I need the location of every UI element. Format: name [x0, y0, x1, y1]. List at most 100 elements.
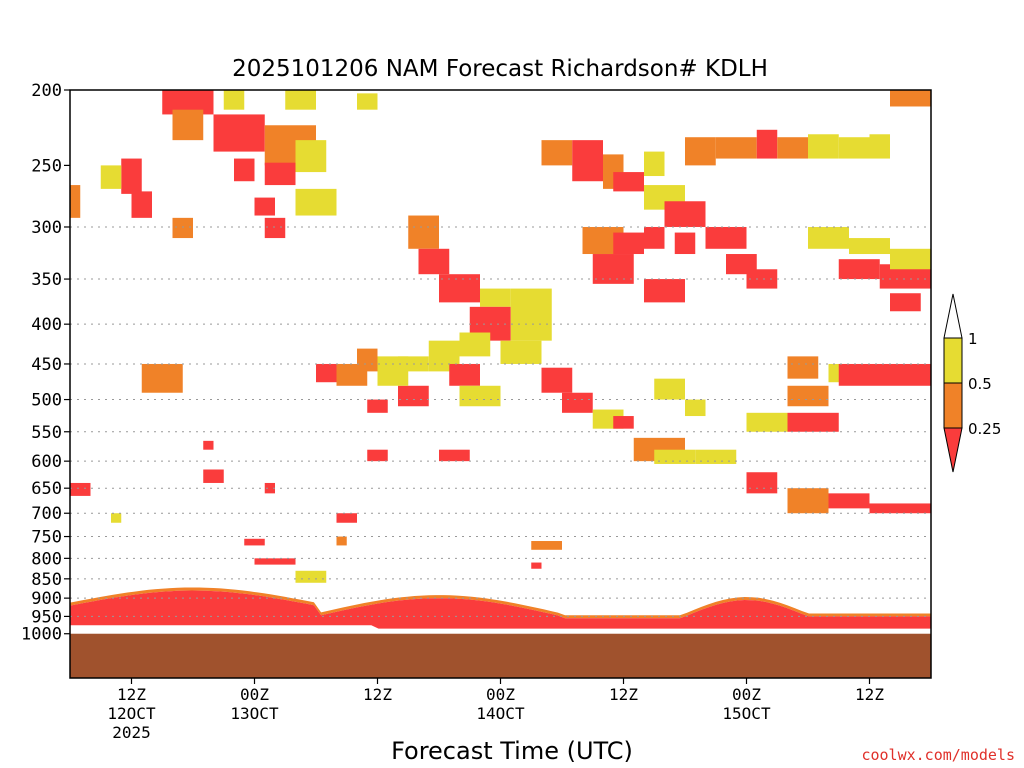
data-cell [869, 134, 890, 159]
data-cell [264, 482, 275, 494]
data-cell [439, 449, 470, 462]
x-tick-label: 12Z [363, 685, 392, 704]
data-cell [777, 137, 808, 159]
data-cell [295, 188, 337, 216]
y-tick-label: 1000 [21, 625, 62, 645]
data-cell [295, 570, 327, 583]
y-tick-label: 850 [31, 570, 62, 590]
y-tick-label: 450 [31, 355, 62, 375]
axes: 200 250 300 350 400 450 500 550 600 650 700 7508008… [21, 81, 932, 742]
data-cell [285, 90, 316, 110]
data-cell [172, 217, 193, 239]
data-cell [408, 215, 439, 249]
y-tick-label: 250 [31, 156, 62, 176]
x-tick-label: 15OCT [722, 704, 771, 723]
data-cell [849, 238, 890, 255]
data-cell [685, 137, 716, 166]
data-cell [111, 513, 122, 523]
x-tick-label: 14OCT [476, 704, 525, 723]
colorbar: 1 0.5 0.25 [943, 293, 1001, 473]
data-cell [70, 482, 91, 496]
data-cell [367, 449, 388, 462]
data-cell [418, 248, 450, 275]
boundary-layer-orange [70, 587, 931, 619]
data-cell [838, 363, 890, 386]
x-tick-label: 2025 [112, 723, 151, 742]
data-cell [746, 269, 778, 289]
x-tick-label: 12OCT [107, 704, 156, 723]
y-tick-label: 950 [31, 607, 62, 627]
data-cell [254, 197, 275, 216]
data-cell [613, 416, 634, 429]
data-cell [644, 279, 685, 303]
credit-text: coolwx.com/models [861, 746, 1015, 764]
data-cell [890, 90, 931, 107]
data-cell [787, 412, 808, 432]
data-cell [613, 172, 644, 192]
data-cell [613, 232, 644, 255]
data-cell [531, 541, 562, 550]
data-cell [367, 399, 388, 413]
x-tick-label: 13OCT [230, 704, 279, 723]
data-cell [685, 399, 706, 417]
data-cell [213, 114, 265, 152]
boundary-layer-red [70, 590, 931, 629]
data-cell [121, 158, 142, 194]
data-cell [715, 137, 757, 159]
data-cell [172, 109, 204, 141]
y-tick-label: 300 [31, 218, 62, 238]
y-tick-label: 650 [31, 479, 62, 499]
data-cell [869, 503, 931, 514]
data-cell [828, 493, 870, 509]
data-cell [70, 185, 81, 218]
data-cell [459, 332, 491, 357]
x-axis-label: Forecast Time (UTC) [391, 737, 633, 765]
y-tick-label: 600 [31, 452, 62, 472]
data-cell [531, 562, 542, 569]
data-cell [572, 140, 603, 182]
data-cell [449, 363, 480, 386]
plot-background [70, 90, 931, 678]
data-cell [808, 134, 839, 159]
data-cell [336, 536, 347, 546]
x-tick-label: 12Z [855, 685, 884, 704]
x-tick-label: 00Z [240, 685, 269, 704]
data-cell [674, 232, 696, 255]
x-tick-label: 00Z [732, 685, 761, 704]
data-cell [664, 201, 706, 227]
data-cell [644, 151, 665, 177]
data-cell [141, 363, 183, 393]
data-cell [500, 340, 542, 364]
data-cell [398, 385, 429, 407]
colorbar-bin-top [943, 293, 963, 339]
y-tick-label: 700 [31, 504, 62, 524]
data-cell [357, 348, 378, 372]
ground-layer [70, 633, 931, 678]
data-cell [264, 217, 286, 239]
colorbar-label: 1 [968, 330, 978, 348]
colorbar-bin-bottom [943, 427, 963, 473]
y-tick-label: 500 [31, 391, 62, 411]
data-cell [746, 472, 778, 494]
data-cell [592, 254, 634, 284]
data-cell [336, 513, 357, 523]
colorbar-bin [943, 337, 963, 384]
data-cell [838, 259, 880, 280]
data-cell [439, 274, 480, 303]
data-cell [234, 158, 255, 182]
data-cell [890, 248, 931, 270]
x-tick-label: 00Z [486, 685, 515, 704]
data-cell [654, 378, 685, 400]
colorbar-bin [943, 382, 963, 429]
data-cell [705, 226, 747, 249]
data-cell [244, 538, 265, 546]
data-cell [838, 137, 870, 159]
y-tick-label: 750 [31, 528, 62, 548]
data-cell [295, 140, 327, 173]
y-tick-label: 800 [31, 549, 62, 569]
data-cell [726, 254, 757, 275]
data-cell [254, 558, 296, 565]
data-cell [541, 140, 573, 166]
x-tick-label: 12Z [117, 685, 146, 704]
